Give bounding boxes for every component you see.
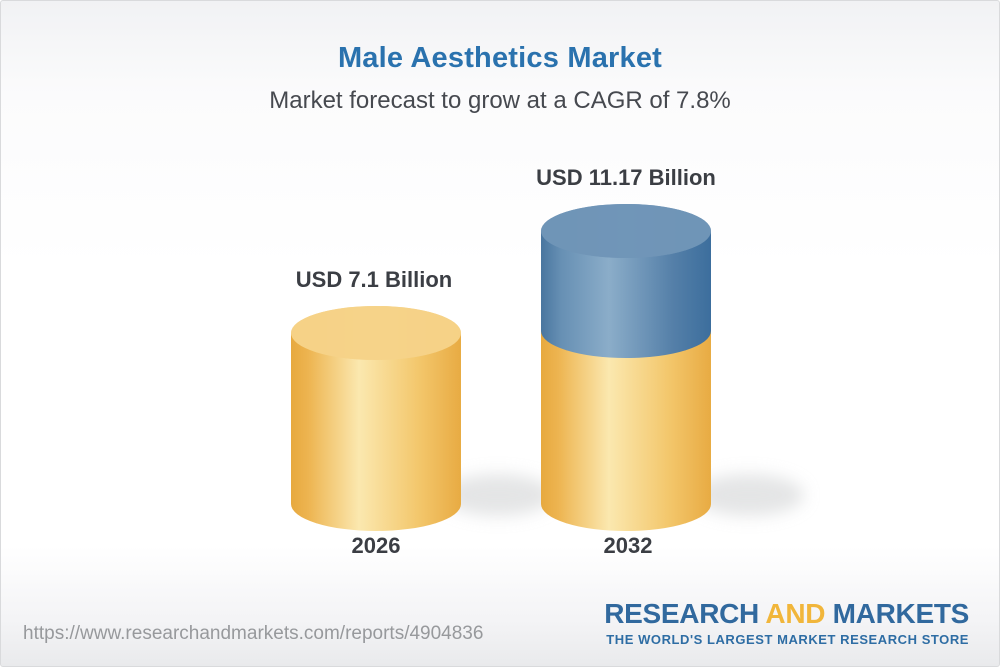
bar-2026-cylinder bbox=[291, 306, 461, 531]
logo-word-and: AND bbox=[765, 598, 826, 629]
shadow-2026 bbox=[443, 474, 553, 516]
page-title: Male Aesthetics Market bbox=[337, 42, 663, 74]
logo-wordmark: RESEARCH AND MARKETS bbox=[604, 598, 969, 630]
logo-word-markets: MARKETS bbox=[832, 598, 970, 629]
value-label-2026: USD 7.1 Billion bbox=[295, 267, 453, 292]
bar-2032-base-segment bbox=[541, 331, 711, 531]
research-and-markets-logo: RESEARCH AND MARKETS THE WORLD'S LARGEST… bbox=[604, 598, 969, 647]
bar-2032-growth-segment bbox=[541, 231, 711, 358]
page-subtitle: Market forecast to grow at a CAGR of 7.8… bbox=[269, 87, 731, 114]
logo-tagline: THE WORLD'S LARGEST MARKET RESEARCH STOR… bbox=[606, 632, 969, 647]
category-label-2032: 2032 bbox=[603, 533, 653, 558]
shadow-2032 bbox=[694, 474, 804, 516]
value-label-2032: USD 11.17 Billion bbox=[536, 165, 716, 190]
bar-2032-cylinder bbox=[541, 204, 711, 531]
report-url: https://www.researchandmarkets.com/repor… bbox=[23, 623, 484, 644]
category-label-2026: 2026 bbox=[351, 533, 401, 558]
logo-word-research: RESEARCH bbox=[604, 598, 759, 629]
